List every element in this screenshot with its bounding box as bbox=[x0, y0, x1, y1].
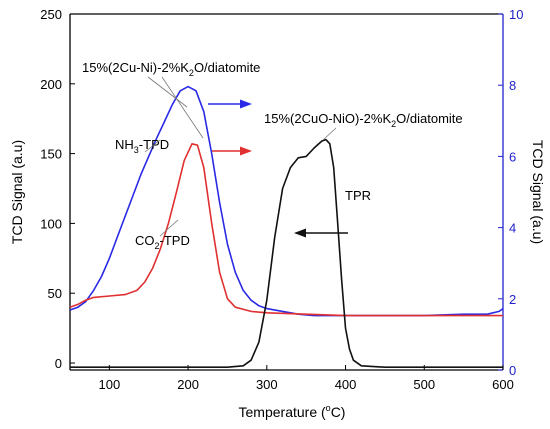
left-ticks: 0 50 100 150 200 250 bbox=[40, 7, 75, 371]
left-tick-label: 200 bbox=[40, 77, 62, 92]
series-line-tpr bbox=[70, 138, 503, 369]
left-tick-label: 50 bbox=[48, 286, 62, 301]
left-tick-label: 100 bbox=[40, 216, 62, 231]
x-ticks: 100 200 300 400 500 600 bbox=[99, 365, 514, 392]
right-y-axis-label: TCD Signal (a.u) bbox=[530, 140, 546, 244]
x-tick-label: 600 bbox=[492, 377, 514, 392]
x-tick-label: 100 bbox=[99, 377, 121, 392]
right-ticks: 0 2 4 6 8 10 bbox=[498, 7, 523, 378]
x-tick-label: 500 bbox=[413, 377, 435, 392]
annotation-tpr: TPR bbox=[345, 188, 371, 203]
x-axis-label: Temperature (oC) bbox=[239, 403, 346, 420]
annotation-cu-ni: 15%(2Cu-Ni)-2%K2O/diatomite bbox=[82, 60, 260, 78]
leader-line-co2 bbox=[159, 219, 179, 237]
annotation-nh3-tpd: NH3-TPD bbox=[115, 137, 169, 155]
leader-line-cu-ni-2 bbox=[161, 76, 204, 139]
series-group bbox=[69, 85, 504, 369]
annotation-co2-tpd: CO2-TPD bbox=[135, 233, 190, 251]
left-tick-label: 0 bbox=[55, 356, 62, 371]
right-tick-label: 10 bbox=[509, 7, 523, 22]
series-line-co2-tpd bbox=[69, 143, 503, 317]
right-tick-label: 6 bbox=[509, 149, 516, 164]
left-tick-label: 250 bbox=[40, 7, 62, 22]
right-tick-label: 0 bbox=[509, 363, 516, 378]
right-tick-label: 4 bbox=[509, 221, 516, 236]
arrow-right-red bbox=[212, 146, 252, 156]
leader-line-cu-ni-1 bbox=[147, 76, 188, 108]
arrow-right-blue bbox=[208, 99, 252, 109]
annotation-cuo-nio: 15%(2CuO-NiO)-2%K2O/diatomite bbox=[264, 111, 463, 129]
left-tick-label: 150 bbox=[40, 147, 62, 162]
leader-line-cuo-nio bbox=[322, 127, 337, 141]
x-tick-label: 300 bbox=[256, 377, 278, 392]
x-tick-label: 200 bbox=[177, 377, 199, 392]
left-y-axis-label: TCD Signal (a.u) bbox=[9, 140, 25, 244]
arrow-left-black bbox=[294, 228, 348, 238]
x-tick-label: 400 bbox=[335, 377, 357, 392]
right-tick-label: 8 bbox=[509, 78, 516, 93]
leader-line-nh3 bbox=[144, 139, 161, 153]
right-tick-label: 2 bbox=[509, 292, 516, 307]
